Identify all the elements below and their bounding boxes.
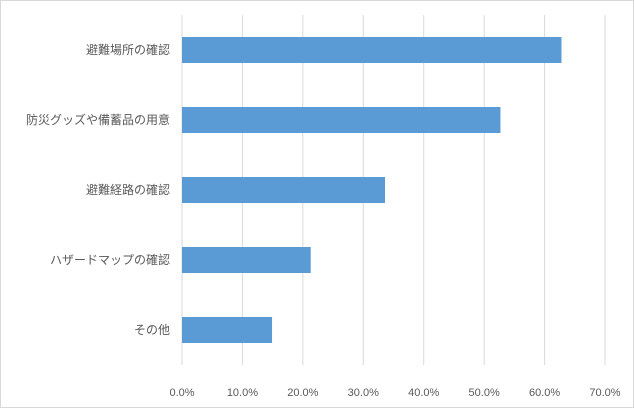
bar	[182, 177, 386, 203]
bar	[182, 37, 562, 63]
category-label: その他	[134, 323, 170, 337]
category-label: 避難経路の確認	[86, 182, 170, 197]
x-tick-label: 30.0%	[348, 387, 379, 399]
category-label: 避難場所の確認	[86, 42, 170, 57]
bars	[182, 37, 562, 343]
x-tick-label: 20.0%	[287, 387, 318, 399]
category-label: ハザードマップの確認	[50, 252, 170, 267]
x-tick-label: 40.0%	[408, 387, 439, 399]
x-tick-label: 70.0%	[589, 387, 620, 399]
x-tick-label: 10.0%	[227, 387, 258, 399]
x-tick-label: 60.0%	[529, 387, 560, 399]
x-tick-label: 0.0%	[169, 387, 194, 399]
x-tick-labels: 0.0% 10.0% 20.0% 30.0% 40.0% 50.0% 60.0% 70.0%	[169, 387, 620, 399]
bar	[182, 317, 273, 343]
bar	[182, 247, 311, 273]
category-label: 防災グッズや備蓄品の用意	[26, 112, 170, 127]
bar	[182, 107, 501, 133]
x-tick-label: 50.0%	[469, 387, 500, 399]
